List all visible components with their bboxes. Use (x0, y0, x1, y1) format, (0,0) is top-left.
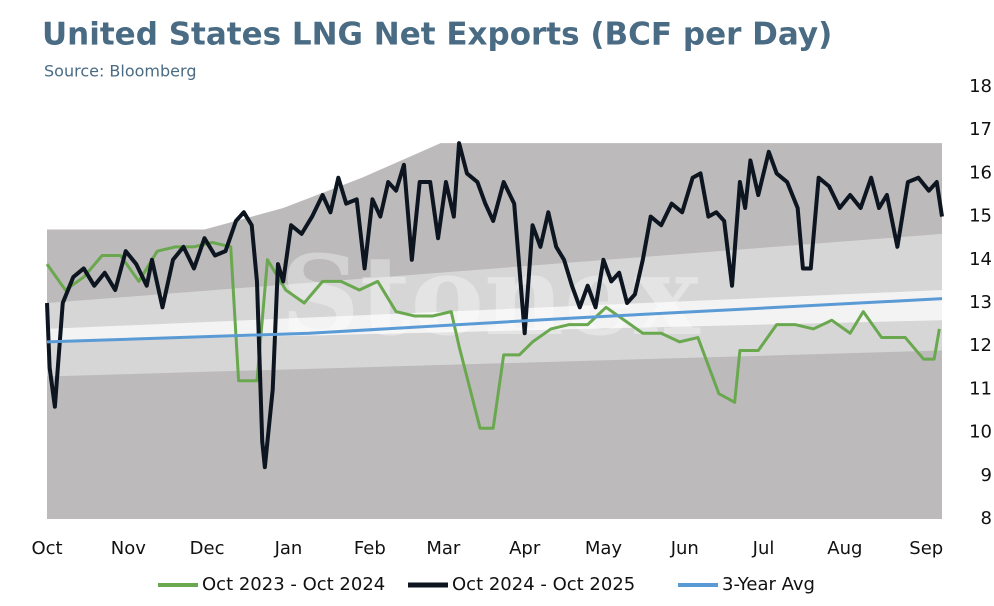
legend-label: Oct 2024 - Oct 2025 (452, 574, 635, 595)
x-tick-label: Sep (909, 538, 943, 559)
y-tick-label: 14 (969, 249, 992, 270)
range-band (47, 290, 942, 342)
series-line (45, 141, 944, 470)
y-tick-label: 12 (969, 335, 992, 356)
x-tick-label: Oct (31, 538, 62, 559)
x-tick-label: Apr (509, 538, 541, 559)
chart-title: United States LNG Net Exports (BCF per D… (42, 17, 832, 53)
x-tick-label: Aug (827, 538, 862, 559)
y-tick-label: 15 (969, 206, 992, 227)
x-tick-label: Jul (752, 538, 775, 559)
chart-subtitle: Source: Bloomberg (44, 62, 196, 81)
y-tick-label: 13 (969, 292, 992, 313)
y-tick-label: 8 (981, 508, 992, 529)
x-tick-label: Mar (426, 538, 461, 559)
x-tick-label: May (585, 538, 623, 559)
legend-label: 3-Year Avg (722, 574, 815, 595)
legend-label: Oct 2023 - Oct 2024 (202, 574, 385, 595)
y-tick-label: 10 (969, 422, 992, 443)
y-tick-label: 9 (981, 465, 992, 486)
legend: Oct 2023 - Oct 2024 Oct 2024 - Oct 2025 3-… (158, 574, 815, 595)
plot-area: Stonex (45, 141, 944, 519)
x-tick-label: Jun (670, 538, 699, 559)
y-tick-label: 17 (969, 119, 992, 140)
series-line (46, 297, 943, 344)
range-band (47, 233, 942, 377)
x-tick-label: Nov (111, 538, 146, 559)
x-tick-label: Jan (274, 538, 303, 559)
x-tick-label: Dec (190, 538, 225, 559)
y-tick-label: 18 (969, 76, 992, 97)
x-tick-label: Feb (354, 538, 386, 559)
y-tick-label: 11 (969, 378, 992, 399)
y-tick-label: 16 (969, 162, 992, 183)
watermark: Stonex (280, 231, 701, 360)
